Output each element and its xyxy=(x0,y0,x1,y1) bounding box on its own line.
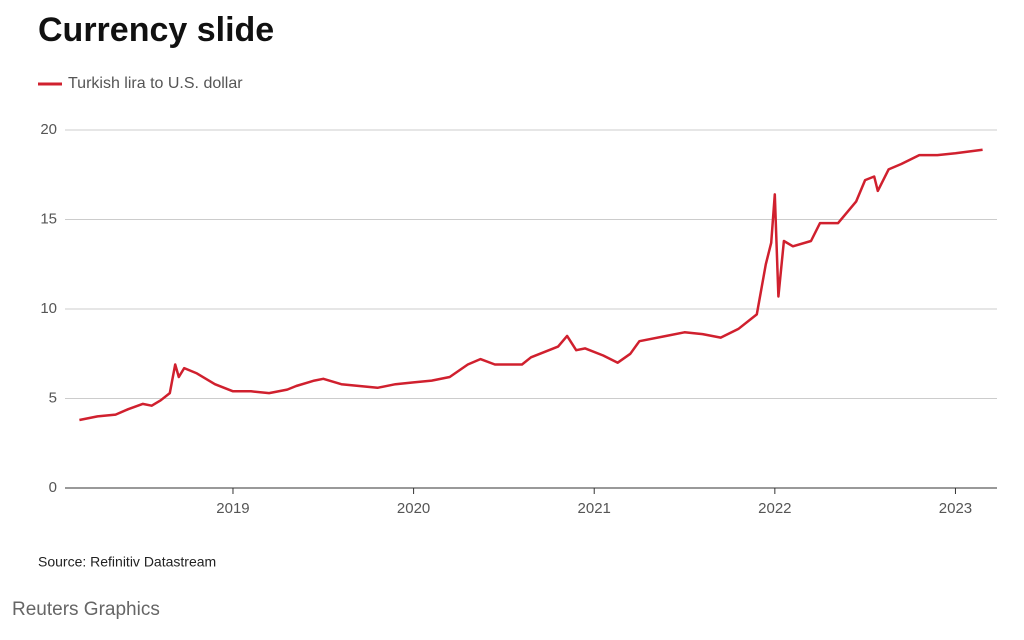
x-tick-label: 2023 xyxy=(939,500,972,517)
footer: Reuters Graphics xyxy=(12,599,160,620)
line xyxy=(79,148,983,422)
y-tick-label: 5 xyxy=(49,389,57,406)
source: Source: Refinitiv Datastream xyxy=(38,554,216,570)
x-tick-label: 2019 xyxy=(216,500,249,517)
y-tick-label: 15 xyxy=(40,210,57,227)
legend-label: Turkish lira to U.S. dollar xyxy=(68,75,243,92)
y-tick-label: 20 xyxy=(40,121,57,138)
x-tick-label: 2020 xyxy=(397,500,430,517)
y-tick-label: 0 xyxy=(49,479,57,496)
x-tick-label: 2021 xyxy=(578,500,611,517)
chart-title: Currency slide xyxy=(38,11,274,49)
y-tick-label: 10 xyxy=(40,300,57,317)
x-tick-label: 2022 xyxy=(758,500,791,517)
